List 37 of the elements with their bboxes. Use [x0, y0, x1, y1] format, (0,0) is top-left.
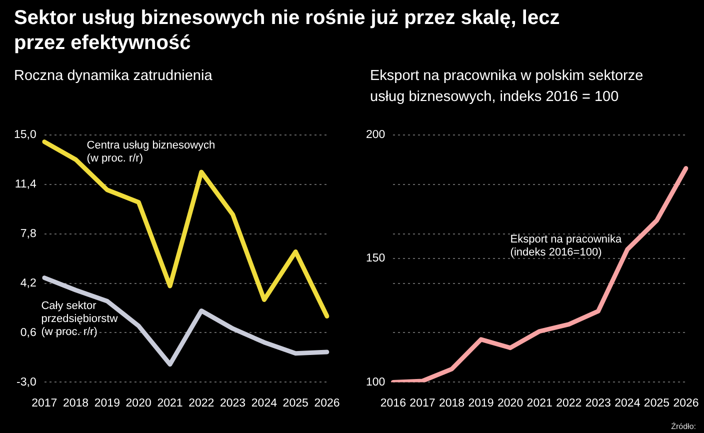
x-tick-label: 2023: [585, 397, 611, 410]
chart-title: Eksport na pracownika w polskim sektorze usług biznesowych, indeks 2016 = 100: [370, 67, 644, 107]
x-tick-label: 2024: [251, 397, 278, 410]
y-tick-label: 11,4: [14, 178, 37, 191]
x-tick-label: 2025: [282, 397, 308, 410]
y-tick-label: 4,2: [20, 277, 36, 290]
x-tick-label: 2020: [126, 397, 152, 410]
x-tick-label: 2019: [468, 397, 494, 410]
x-tick-label: 2022: [556, 397, 582, 410]
series-label: Centra usług biznesowych (w proc. r/r): [86, 139, 216, 164]
y-tick-label: 200: [366, 129, 386, 142]
text: Źródło:: [671, 422, 696, 431]
y-tick-label: -3,0: [16, 376, 36, 388]
x-tick-label: 2023: [220, 397, 246, 410]
x-tick-label: 2020: [498, 397, 524, 410]
x-tick-label: 2024: [614, 397, 641, 410]
x-tick-label: 2017: [410, 397, 436, 410]
x-tick-label: 2019: [94, 397, 120, 410]
x-tick-label: 2018: [438, 397, 465, 410]
y-tick-label: 0,6: [20, 326, 36, 339]
y-tick-label: 150: [366, 252, 386, 265]
x-tick-label: 2017: [32, 397, 58, 410]
x-tick-label: 2022: [188, 397, 214, 410]
series-label: Eksport na pracownika (indeks 2016=100): [510, 233, 622, 258]
x-tick-label: 2026: [673, 397, 699, 410]
x-tick-label: 2018: [62, 397, 89, 410]
x-tick-label: 2016: [380, 397, 406, 410]
chart-subtitle: Roczna dynamika zatrudnienia: [14, 67, 214, 86]
chart-title: Sektor usług biznesowych nie rośnie już przez skalę, lecz przez efektywność: [14, 6, 561, 56]
y-tick-label: 100: [366, 376, 386, 388]
x-tick-label: 2026: [314, 397, 340, 410]
series-label: Cały sektor przedsiębiorstw (w proc. r/r): [41, 300, 118, 338]
y-tick-label: 7,8: [20, 228, 36, 240]
y-tick-label: 15,0: [14, 129, 36, 142]
x-tick-label: 2025: [644, 397, 670, 410]
x-tick-label: 2021: [157, 397, 183, 410]
x-tick-label: 2021: [526, 397, 552, 410]
